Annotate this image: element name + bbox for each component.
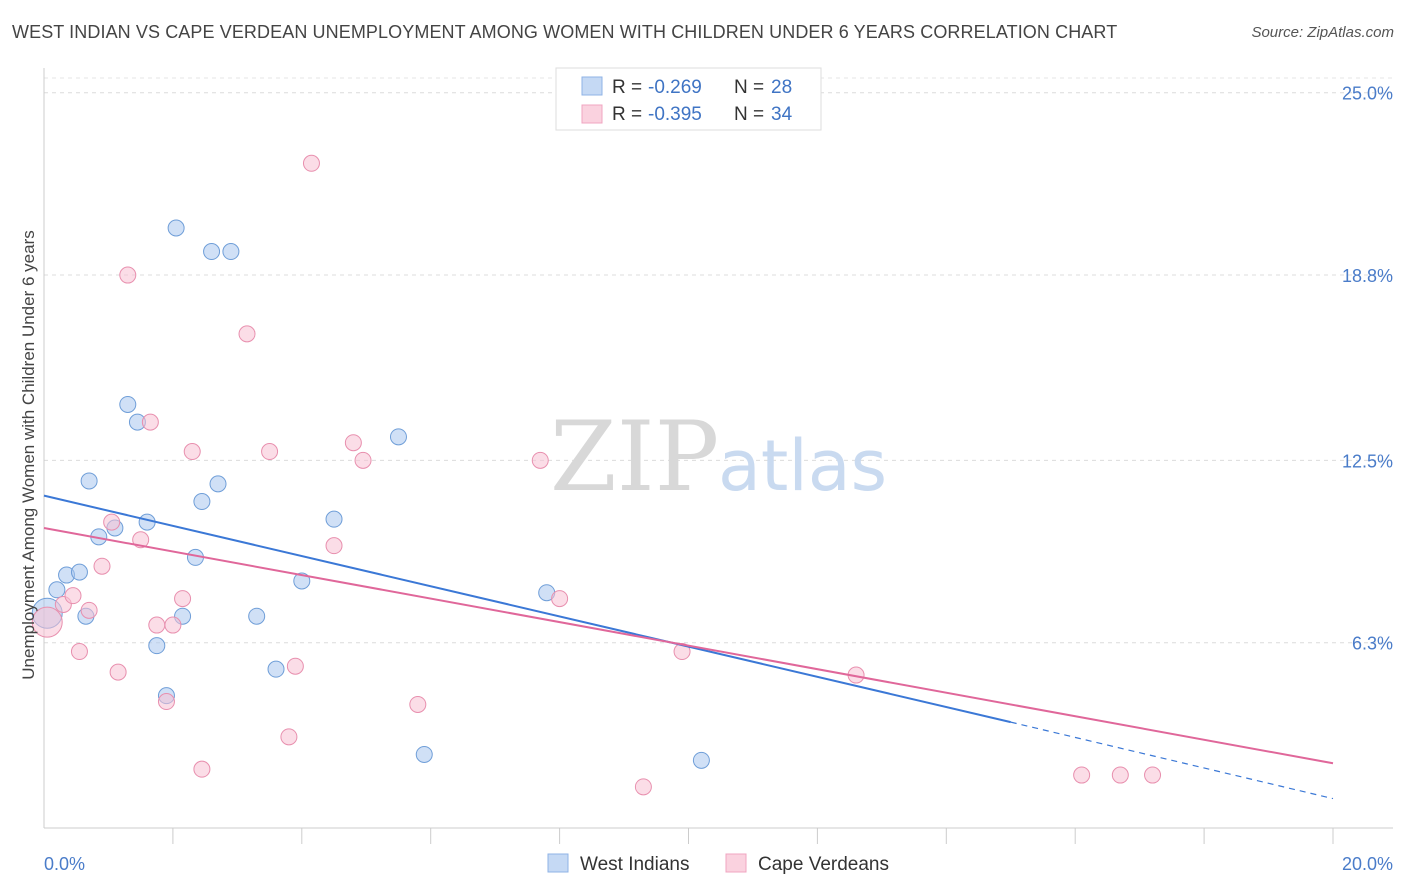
west-indians-trend-extension (1010, 721, 1334, 800)
legend-n-value-2: 34 (771, 104, 793, 125)
series-legend-swatch-west-indians (547, 853, 569, 873)
cape-verdeans-point (132, 531, 150, 549)
cape-verdeans-point (302, 154, 320, 172)
west-indians-point (70, 563, 88, 581)
cape-verdeans-trend-line (43, 527, 1334, 765)
cape-verdeans-point (80, 601, 98, 619)
legend-r-label-1: R = (612, 77, 642, 98)
series-legend-cape-verdeans: Cape Verdeans (758, 854, 889, 875)
cape-verdeans-point (93, 557, 111, 575)
west-indians-point (119, 395, 137, 413)
cape-verdeans-point (238, 325, 256, 343)
cape-verdeans-point (119, 266, 137, 284)
watermark: ZIP atlas (550, 401, 887, 513)
cape-verdeans-point (1111, 766, 1129, 784)
cape-verdeans-point (148, 616, 166, 634)
y-axis-title: Unemployment Among Women with Children U… (19, 230, 38, 679)
west-indians-point (203, 243, 221, 261)
west-indians-point (293, 572, 311, 590)
west-indians-point (167, 219, 185, 237)
cape-verdeans-point (409, 695, 427, 713)
legend-n-label-1: N = (734, 77, 764, 98)
cape-verdeans-point (531, 451, 549, 469)
west-indians-point (209, 475, 227, 493)
legend-swatch-west-indians (581, 76, 603, 96)
series-legend: West Indians Cape Verdeans (547, 853, 889, 875)
y-tick-label: 6.3% (1352, 634, 1393, 654)
cape-verdeans-point (286, 657, 304, 675)
x-tick-labels: 0.0% 20.0% (44, 854, 1393, 874)
west-indians-trend-line (43, 494, 1011, 724)
chart-title: WEST INDIAN VS CAPE VERDEAN UNEMPLOYMENT… (12, 22, 1118, 42)
watermark-zip: ZIP (550, 401, 719, 513)
axes (43, 68, 1393, 844)
series-legend-swatch-cape-verdeans (725, 853, 747, 873)
cape-verdeans-point (31, 606, 63, 638)
grid-lines (44, 77, 1393, 644)
legend-swatch-cape-verdeans (581, 104, 603, 124)
west-indians-point (48, 581, 66, 599)
west-indians-point (80, 472, 98, 490)
cape-verdeans-point (344, 434, 362, 452)
west-indians-point (415, 745, 433, 763)
west-indians-point (222, 243, 240, 261)
watermark-atlas: atlas (718, 425, 887, 507)
west-indians-point (325, 510, 343, 528)
cape-verdeans-point (1073, 766, 1091, 784)
cape-verdeans-point (193, 760, 211, 778)
legend-n-value-1: 28 (771, 77, 792, 98)
x-tick-label: 20.0% (1342, 854, 1393, 874)
cape-verdeans-point (634, 778, 652, 796)
source-label: Source: ZipAtlas.com (1251, 24, 1394, 41)
west-indians-point (267, 660, 285, 678)
west-indians-point (692, 751, 710, 769)
cape-verdeans-point (280, 728, 298, 746)
cape-verdeans-point (70, 643, 88, 661)
cape-verdeans-point (141, 413, 159, 431)
legend-r-label-2: R = (612, 104, 642, 125)
cape-verdeans-point (261, 443, 279, 461)
trend-lines (43, 494, 1334, 800)
west-indians-point (389, 428, 407, 446)
cape-verdeans-point (164, 616, 182, 634)
cape-verdeans-point (183, 443, 201, 461)
legend-n-label-2: N = (734, 104, 764, 125)
y-tick-labels: 6.3% 12.5% 18.8% 25.0% (1342, 84, 1393, 654)
legend-r-value-2: -0.395 (648, 104, 702, 125)
y-tick-label: 25.0% (1342, 84, 1393, 104)
x-tick-label: 0.0% (44, 854, 85, 874)
west-indians-point (193, 493, 211, 511)
cape-verdeans-point (157, 693, 175, 711)
cape-verdeans-point (354, 451, 372, 469)
west-indians-point (148, 637, 166, 655)
correlation-legend: R = -0.269 N = 28 R = -0.395 N = 34 (555, 67, 822, 131)
cape-verdeans-point (64, 587, 82, 605)
cape-verdeans-point (103, 513, 121, 531)
cape-verdeans-point (174, 590, 192, 608)
west-indians-point (248, 607, 266, 625)
cape-verdeans-point (109, 663, 127, 681)
y-tick-label: 12.5% (1342, 451, 1393, 471)
series-legend-west-indians: West Indians (580, 854, 689, 875)
cape-verdeans-point (325, 537, 343, 555)
legend-r-value-1: -0.269 (648, 77, 702, 98)
cape-verdeans-point (1144, 766, 1162, 784)
cape-verdeans-point (551, 590, 569, 608)
y-tick-label: 18.8% (1342, 266, 1393, 286)
data-points (31, 154, 1162, 796)
